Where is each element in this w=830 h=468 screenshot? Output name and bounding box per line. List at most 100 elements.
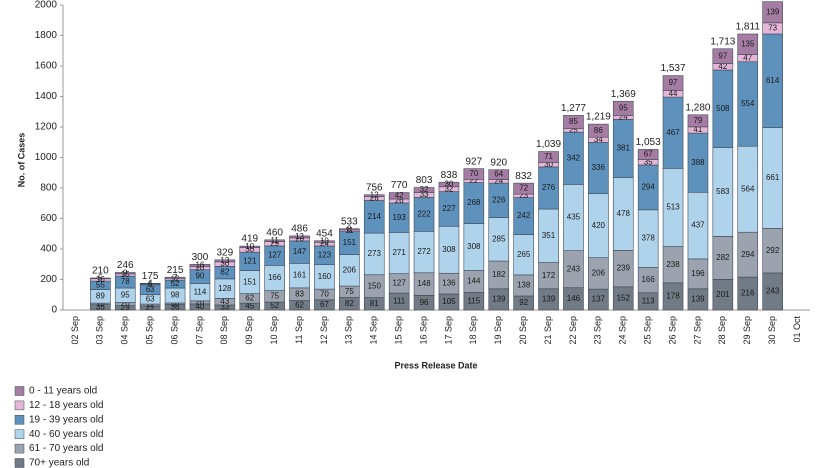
bar-segment	[214, 259, 236, 263]
segment-label: 226	[492, 195, 506, 204]
segment-label: 42	[395, 191, 404, 200]
segment-label: 42	[718, 62, 727, 71]
y-tick-label: 400	[40, 244, 57, 255]
segment-label: 90	[195, 272, 204, 281]
segment-label: 22	[469, 176, 478, 185]
segment-label: 4	[148, 279, 153, 288]
segment-label: 182	[492, 270, 506, 279]
segment-label: 15	[121, 270, 130, 279]
x-tick-label: 30 Sep	[767, 316, 777, 345]
segment-label: 144	[467, 277, 481, 286]
segment-label: 70	[320, 290, 329, 299]
segment-label: 5	[98, 273, 103, 282]
x-tick-label: 03 Sep	[95, 316, 105, 345]
total-label: 927	[466, 156, 483, 167]
segment-label: 24	[494, 176, 503, 185]
segment-label: 95	[121, 290, 130, 299]
y-tick-label: 1400	[35, 91, 58, 102]
segment-label: 81	[370, 299, 379, 308]
legend-swatch	[14, 458, 25, 468]
segment-label: 161	[293, 271, 307, 280]
bar-segment	[114, 272, 136, 275]
total-label: 1,039	[536, 139, 561, 150]
segment-label: 121	[243, 257, 257, 266]
segment-label: 222	[417, 209, 431, 218]
segment-label: 98	[171, 291, 180, 300]
segment-label: 583	[716, 187, 730, 196]
x-tick-label: 15 Sep	[394, 316, 404, 345]
x-tick-label: 04 Sep	[120, 316, 130, 345]
segment-label: 97	[669, 78, 678, 87]
segment-label: 513	[666, 203, 680, 212]
x-tick-label: 19 Sep	[493, 316, 503, 345]
segment-label: 45	[245, 302, 254, 311]
total-label: 419	[241, 234, 258, 245]
x-tick-label: 29 Sep	[742, 316, 752, 345]
segment-label: 282	[716, 253, 730, 262]
segment-label: 33	[420, 190, 429, 199]
segment-label: 196	[691, 269, 705, 278]
segment-label: 73	[768, 24, 777, 33]
segment-label: 227	[442, 204, 456, 213]
y-tick-label: 1600	[35, 61, 58, 72]
segment-label: 25	[569, 125, 578, 134]
segment-label: 52	[171, 279, 180, 288]
bar-segment	[737, 33, 759, 55]
segment-label: 27	[146, 303, 155, 312]
x-tick-label: 13 Sep	[344, 316, 354, 345]
bar-segment	[637, 149, 659, 160]
segment-label: 10	[245, 242, 254, 251]
x-tick-label: 21 Sep	[543, 316, 553, 345]
bar-segment	[612, 100, 634, 117]
total-label: 832	[515, 171, 532, 182]
segment-label: 378	[641, 234, 655, 243]
total-label: 1,713	[710, 36, 735, 47]
segment-label: 82	[345, 299, 354, 308]
segment-label: 12	[370, 191, 379, 200]
segment-label: 92	[519, 298, 528, 307]
segment-label: 96	[420, 298, 429, 307]
segment-label: 32	[444, 184, 453, 193]
x-tick-label: 14 Sep	[369, 316, 379, 345]
total-label: 1,053	[636, 137, 661, 148]
bar-segment	[289, 235, 310, 239]
segment-label: 661	[766, 173, 780, 182]
segment-label: 114	[194, 287, 207, 296]
segment-label: 478	[617, 209, 631, 218]
segment-label: 70	[469, 169, 478, 178]
segment-label: 44	[669, 89, 678, 98]
legend-swatch	[14, 400, 25, 411]
segment-label: 10	[96, 299, 105, 308]
total-label: 454	[316, 228, 333, 239]
total-label: 803	[416, 175, 433, 186]
y-tick-label: 0	[51, 305, 57, 316]
segment-label: 8	[347, 224, 352, 233]
segment-label: 276	[542, 183, 556, 192]
segment-label: 135	[741, 39, 755, 48]
segment-label: 139	[492, 295, 506, 304]
segment-label: 20	[295, 235, 304, 244]
bar-segment	[563, 115, 584, 129]
segment-label: 32	[420, 185, 429, 194]
legend-label: 70+ years old	[29, 458, 89, 468]
x-tick-label: 17 Sep	[443, 316, 453, 345]
bar-segment	[513, 182, 534, 195]
segment-label: 467	[666, 128, 680, 137]
x-tick-label: 23 Sep	[593, 316, 603, 345]
segment-label: 152	[617, 294, 631, 303]
segment-label: 273	[368, 249, 382, 258]
segment-label: 24	[320, 239, 329, 248]
segment-label: 29	[270, 239, 279, 248]
bar-segment	[662, 75, 684, 91]
segment-label: 272	[417, 247, 431, 256]
segment-label: 35	[96, 302, 105, 311]
total-label: 920	[490, 157, 507, 168]
segment-label: 243	[567, 264, 581, 273]
segment-label: 7	[173, 273, 178, 282]
segment-label: 62	[295, 300, 304, 309]
total-label: 460	[266, 227, 283, 238]
x-tick-label: 07 Sep	[194, 316, 204, 345]
bar-segment	[189, 263, 211, 267]
segment-label: 127	[392, 278, 406, 287]
legend-swatch	[14, 429, 25, 439]
